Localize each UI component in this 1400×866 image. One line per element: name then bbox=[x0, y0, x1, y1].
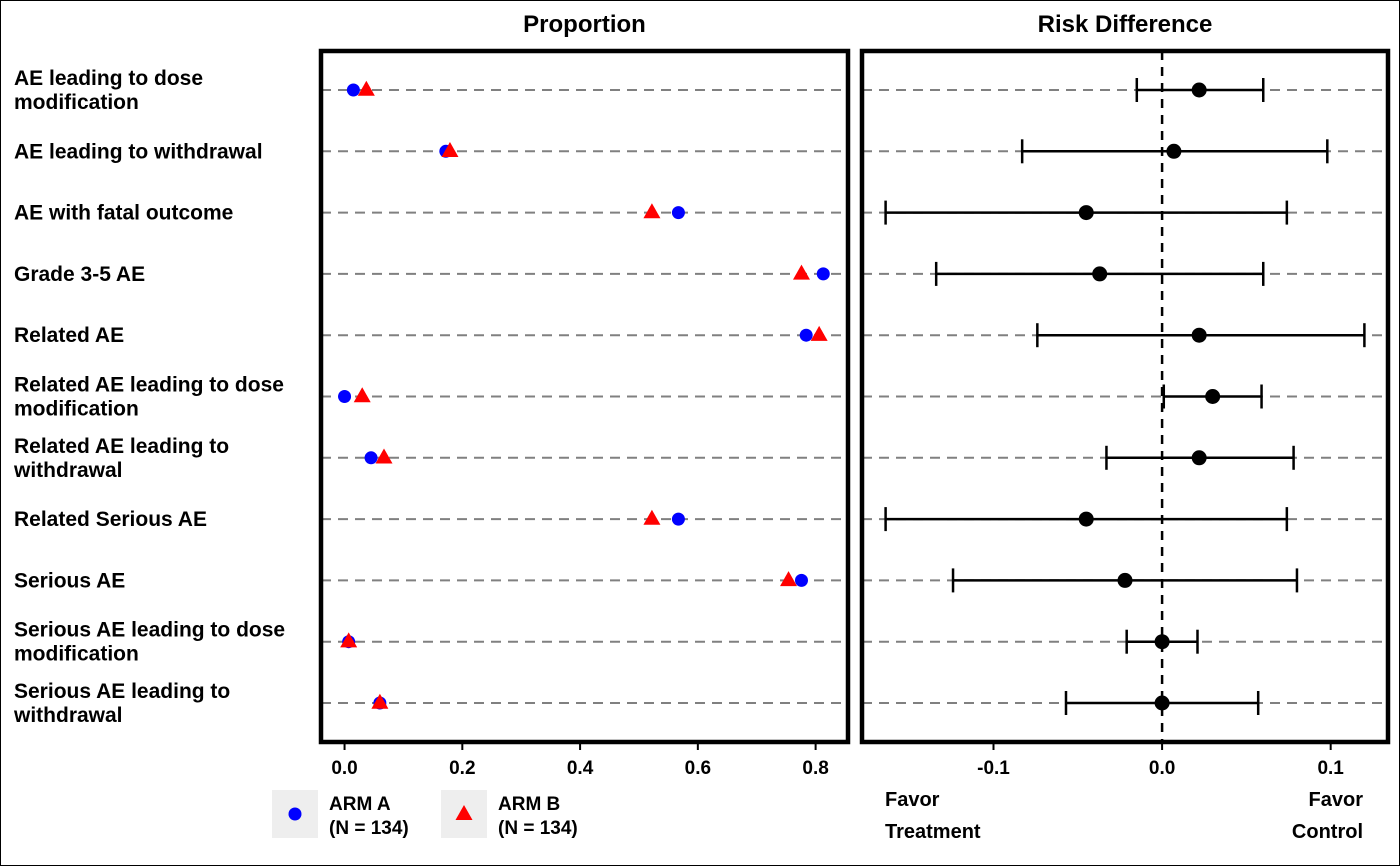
x-tick-label: 0.8 bbox=[802, 758, 828, 779]
panel-title: Proportion bbox=[523, 11, 646, 38]
legend-label-line: (N = 134) bbox=[329, 818, 409, 839]
row-label: Serious AE bbox=[14, 569, 125, 592]
favor-control-label: Favor Control bbox=[1292, 789, 1363, 843]
favor-control-line: Control bbox=[1292, 821, 1363, 843]
row-label: AE leading to withdrawal bbox=[14, 140, 263, 163]
estimate-point bbox=[1191, 450, 1207, 466]
legend-arm-a-marker bbox=[288, 807, 302, 821]
row-label: Related AE leading to withdrawal bbox=[13, 435, 229, 482]
legend-label-line: ARM B bbox=[498, 794, 560, 815]
row-label: Serious AE leading to dose modification bbox=[14, 619, 285, 666]
x-tick-label: 0.0 bbox=[1149, 758, 1175, 779]
x-tick-label: 0.6 bbox=[685, 758, 711, 779]
favor-treatment-line: Favor bbox=[885, 789, 940, 811]
row-label-line: Serious AE leading to bbox=[14, 680, 230, 703]
favor-treatment-label: Favor Treatment bbox=[885, 789, 981, 843]
arm-a-point bbox=[364, 451, 378, 465]
x-tick-label: -0.1 bbox=[977, 758, 1010, 779]
row-label-line: modification bbox=[14, 643, 139, 666]
x-tick-label: 0.4 bbox=[567, 758, 594, 779]
estimate-point bbox=[1078, 205, 1094, 221]
arm-b-point bbox=[340, 632, 358, 648]
row-label-line: modification bbox=[14, 91, 139, 114]
legend-label-line: ARM A bbox=[329, 794, 391, 815]
legend-arm-b-marker bbox=[455, 805, 473, 820]
row-label: Related AE bbox=[14, 324, 124, 347]
row-label: Related Serious AE bbox=[14, 508, 207, 531]
arm-b-point bbox=[643, 203, 661, 219]
row-label-line: withdrawal bbox=[13, 704, 123, 727]
arm-a-point bbox=[671, 206, 685, 220]
estimate-point bbox=[1092, 266, 1108, 282]
panel-title: Risk Difference bbox=[1038, 11, 1213, 38]
estimate-point bbox=[1117, 572, 1133, 588]
row-label: Grade 3-5 AE bbox=[14, 263, 145, 286]
x-tick-label: 0.2 bbox=[449, 758, 475, 779]
row-label: Serious AE leading to withdrawal bbox=[13, 680, 230, 727]
estimate-point bbox=[1166, 143, 1182, 159]
arm-b-point bbox=[780, 571, 798, 587]
row-label-line: modification bbox=[14, 398, 139, 421]
favor-treatment-line: Treatment bbox=[885, 821, 981, 843]
estimate-point bbox=[1191, 82, 1207, 98]
estimate-point bbox=[1205, 389, 1221, 404]
arm-a-point bbox=[338, 390, 352, 403]
x-tick-label: 0.1 bbox=[1317, 758, 1344, 779]
estimate-point bbox=[1078, 511, 1094, 527]
row-label: Related AE leading to dose modification bbox=[14, 374, 284, 421]
panel-border bbox=[318, 48, 851, 745]
estimate-point bbox=[1154, 634, 1170, 650]
estimate-point bbox=[1191, 327, 1207, 343]
favor-control-line: Favor bbox=[1309, 789, 1364, 811]
row-label-line: withdrawal bbox=[13, 459, 123, 482]
row-label-line: Related AE leading to dose bbox=[14, 374, 284, 397]
arm-b-point bbox=[810, 325, 828, 341]
arm-a-point bbox=[346, 83, 360, 97]
legend-label: ARM B (N = 134) bbox=[498, 794, 578, 839]
legend-label-line: (N = 134) bbox=[498, 818, 578, 839]
row-label: AE leading to dose modification bbox=[14, 67, 203, 114]
arm-a-point bbox=[799, 328, 813, 342]
row-label-line: Related AE leading to bbox=[14, 435, 229, 458]
panel-border bbox=[859, 48, 1391, 745]
row-label: AE with fatal outcome bbox=[14, 202, 233, 225]
proportion-panel: Proportion 0.0 0.2 0.4 0.6 0.8 bbox=[318, 11, 851, 779]
arm-a-point bbox=[816, 267, 830, 281]
estimate-point bbox=[1154, 695, 1170, 711]
arm-b-point bbox=[357, 80, 375, 96]
arm-b-point bbox=[371, 693, 389, 709]
row-label-line: Serious AE leading to dose bbox=[14, 619, 285, 642]
arm-a-point bbox=[671, 512, 685, 526]
arm-b-point bbox=[792, 264, 810, 280]
x-tick-label: 0.0 bbox=[331, 758, 357, 779]
row-label-line: AE leading to dose bbox=[14, 67, 203, 90]
legend: ARM A (N = 134) ARM B (N = 134) bbox=[272, 790, 578, 839]
arm-b-point bbox=[375, 448, 393, 464]
legend-label: ARM A (N = 134) bbox=[329, 794, 409, 839]
arm-a-point bbox=[794, 573, 808, 587]
arm-b-point bbox=[353, 387, 371, 403]
arm-b-point bbox=[441, 142, 459, 157]
arm-b-point bbox=[643, 509, 661, 525]
